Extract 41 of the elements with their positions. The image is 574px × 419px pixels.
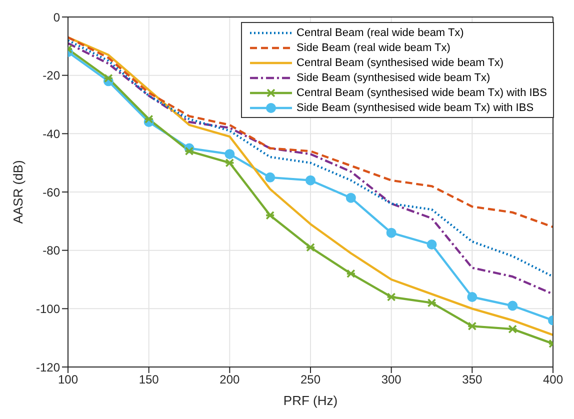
point: [224, 158, 235, 168]
point: [104, 74, 114, 83]
x-tick-label: 250: [300, 372, 321, 387]
y-axis-title: AASR (dB): [10, 160, 26, 224]
x-tick-label: 100: [58, 372, 78, 387]
point: [426, 240, 437, 250]
point: [467, 292, 478, 302]
y-tick-label: -80: [42, 244, 60, 258]
x-tick-label: 350: [462, 372, 482, 387]
x-axis-title: PRF (Hz): [283, 393, 338, 408]
point: [265, 210, 275, 220]
point: [346, 269, 356, 278]
legend-label: Side Beam (synthesised wide beam Tx) with IBS: [296, 102, 534, 114]
point: [386, 228, 396, 238]
x-tick-label: 400: [542, 372, 564, 387]
point: [426, 298, 437, 308]
legend-label: Central Beam (synthesised wide beam Tx): [296, 56, 504, 68]
y-tick-label: -60: [42, 185, 60, 200]
legend-label: Side Beam (synthesised wide beam Tx): [296, 72, 490, 84]
y-tick-label: 0: [53, 10, 60, 24]
point: [306, 175, 316, 186]
y-tick-label: -40: [42, 126, 60, 141]
point: [306, 243, 316, 252]
legend-label: Side Beam (real wide beam Tx): [296, 42, 450, 54]
legend-label: Central Beam (synthesised wide beam Tx) with IBS: [296, 86, 547, 98]
point: [144, 114, 154, 124]
point: [346, 192, 356, 203]
point: [508, 300, 518, 311]
point: [224, 149, 235, 160]
legend-label: Central Beam (real wide beam Tx): [296, 26, 464, 38]
y-tick-label: -20: [42, 68, 60, 83]
point: [184, 146, 194, 156]
x-tick-label: 300: [381, 372, 402, 387]
point: [386, 292, 396, 302]
point: [467, 322, 478, 331]
x-tick-label: 200: [220, 372, 240, 387]
y-tick-label: -120: [36, 360, 60, 374]
point: [508, 324, 518, 334]
y-tick-label: -100: [36, 302, 60, 316]
x-tick-label: 150: [138, 372, 160, 387]
point: [265, 172, 276, 182]
